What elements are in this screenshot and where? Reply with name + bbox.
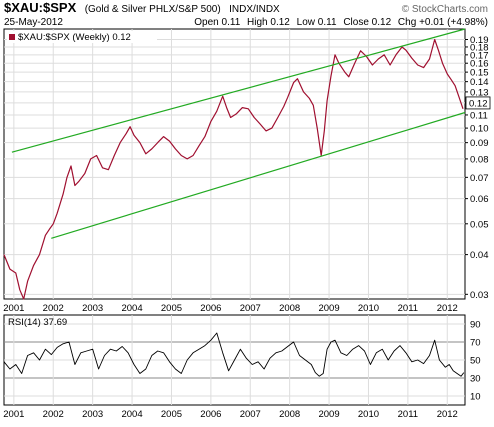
- symbol: $XAU:$SPX: [4, 0, 77, 15]
- price-x-axis: 2001 2002 2003 2004 2005 2006 2007 2008 2009 2010…: [3, 303, 458, 314]
- rsi-x-tick-label: 2004: [121, 409, 142, 420]
- price-y-tick-label: 0.07: [470, 173, 489, 184]
- header-line1: $XAU:$SPX (Gold & Silver PHLX/S&P 500) I…: [4, 0, 280, 16]
- price-y-tick-label: 0.18: [470, 42, 489, 53]
- header-line2: 25-May-2012: [4, 17, 63, 28]
- ohlc-line: Open 0.11 High 0.12 Low 0.11 Close 0.12 …: [194, 17, 488, 28]
- price-x-tick-label: 2005: [161, 303, 182, 314]
- price-panel-frame: [3, 28, 466, 300]
- current-value-label: 0.12: [469, 98, 488, 109]
- price-x-tick-label: 2001: [3, 303, 24, 314]
- price-legend: $XAU:$SPX (Weekly) 0.12: [18, 32, 131, 43]
- price-x-tick-label: 2009: [318, 303, 339, 314]
- price-panel: 0.190.180.170.160.150.140.130.120.11 0.10…: [3, 28, 491, 314]
- rsi-y-axis: 90 70 50 30 10: [470, 320, 481, 403]
- price-y-tick-label: 0.17: [470, 50, 489, 61]
- rsi-x-tick-label: 2012: [437, 409, 458, 420]
- upper-channel-line: [11, 28, 466, 153]
- description: (Gold & Silver PHLX/S&P 500): [85, 4, 221, 15]
- price-y-tick-label: 0.09: [470, 138, 489, 149]
- price-x-tick-label: 2012: [437, 303, 458, 314]
- rsi-y-tick-label: 10: [470, 392, 481, 403]
- price-x-tick-label: 2011: [398, 303, 418, 314]
- rsi-y-tick-label: 30: [470, 374, 481, 385]
- rsi-x-tick-label: 2010: [358, 409, 379, 420]
- date: 25-May-2012: [4, 17, 63, 28]
- price-y-tick-label: 0.06: [470, 194, 489, 205]
- current-value-marker: [465, 96, 491, 110]
- watermark: © StockCharts.com: [402, 4, 488, 15]
- price-line: [3, 38, 464, 300]
- rsi-x-tick-label: 2001: [3, 409, 24, 420]
- price-y-tick-label: 0.13: [470, 87, 489, 98]
- close-label: Close: [343, 17, 369, 28]
- price-y-tick-label: 0.15: [470, 68, 489, 79]
- rsi-x-tick-label: 2002: [43, 409, 64, 420]
- lower-channel-line: [51, 111, 466, 239]
- price-x-tick-label: 2003: [82, 303, 103, 314]
- price-x-tick-label: 2004: [121, 303, 142, 314]
- chg-value: +0.01 (+4.98%): [419, 17, 488, 28]
- price-x-tick-label: 2010: [358, 303, 379, 314]
- price-y-tick-label: 0.05: [470, 219, 489, 230]
- low-value: 0.11: [318, 17, 337, 28]
- price-y-tick-label: 0.16: [470, 59, 489, 70]
- rsi-x-tick-label: 2007: [240, 409, 261, 420]
- high-value: 0.12: [270, 17, 290, 28]
- price-y-axis: 0.190.180.170.160.150.140.130.120.11 0.10…: [465, 35, 491, 301]
- price-y-tick-label: 0.11: [470, 110, 488, 121]
- rsi-legend: RSI(14) 37.69: [8, 317, 67, 328]
- rsi-x-tick-label: 2011: [398, 409, 418, 420]
- legend-bg: [7, 31, 157, 43]
- price-y-tick-label: 0.10: [470, 124, 489, 135]
- price-y-tick-label: 0.19: [470, 35, 489, 46]
- open-value: 0.11: [222, 17, 241, 28]
- rsi-x-axis: 2001 2002 2003 2004 2005 2006 2007 2008 2009 2010…: [3, 409, 458, 420]
- legend-swatch: [9, 34, 15, 40]
- rsi-line: [3, 332, 465, 377]
- price-y-tick-label: 0.03: [470, 290, 489, 301]
- rsi-series-group: [3, 332, 465, 377]
- chg-label: Chg: [398, 17, 416, 28]
- low-label: Low: [297, 17, 316, 28]
- rsi-x-tick-label: 2006: [200, 409, 221, 420]
- price-x-tick-label: 2006: [200, 303, 221, 314]
- price-x-tick-label: 2002: [43, 303, 64, 314]
- rsi-y-tick-label: 70: [470, 338, 481, 349]
- price-y-tick-label: 0.14: [470, 77, 489, 88]
- rsi-y-tick-label: 50: [470, 356, 481, 367]
- price-grid: [4, 29, 465, 299]
- rsi-y-tick-label: 90: [470, 320, 481, 331]
- high-label: High: [247, 17, 268, 28]
- price-series-group: [3, 28, 466, 300]
- open-label: Open: [194, 17, 218, 28]
- close-value: 0.12: [372, 17, 392, 28]
- price-x-tick-label: 2008: [279, 303, 300, 314]
- rsi-x-tick-label: 2009: [318, 409, 339, 420]
- price-y-tick-label: 0.08: [470, 154, 489, 165]
- rsi-x-tick-label: 2003: [82, 409, 103, 420]
- price-y-tick-label: 0.04: [470, 250, 489, 261]
- price-x-tick-label: 2007: [240, 303, 261, 314]
- rsi-x-tick-label: 2008: [279, 409, 300, 420]
- rsi-x-tick-label: 2005: [161, 409, 182, 420]
- exchange: INDX/INDX: [229, 4, 280, 15]
